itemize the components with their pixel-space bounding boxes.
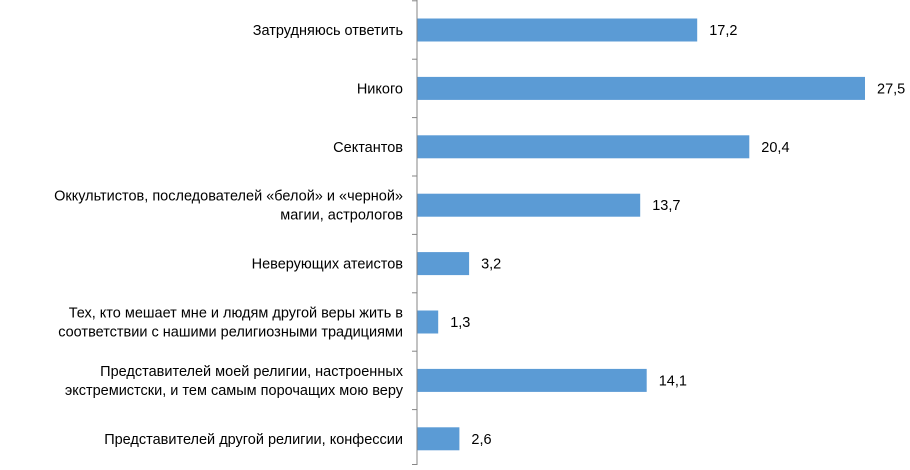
category-label: Затрудняюсь ответить: [253, 23, 403, 39]
category-label: Никого: [357, 81, 403, 97]
category-label-line: Тех, кто мешает мне и людям другой веры …: [69, 306, 404, 322]
category-label-line: Представителей другой религии, конфессии: [104, 432, 403, 448]
data-label: 27,5: [877, 81, 905, 97]
category-label: Представителей моей религии, настроенных…: [65, 364, 404, 399]
bar: [417, 368, 647, 392]
category-label: Тех, кто мешает мне и людям другой веры …: [58, 306, 403, 341]
data-label: 13,7: [652, 198, 680, 214]
data-label: 1,3: [450, 315, 470, 331]
bar: [417, 310, 439, 334]
bar: [417, 18, 698, 42]
category-label-line: экстремистски, и тем самым порочащих мою…: [65, 383, 404, 399]
category-label: Оккультистов, последователей «белой» и «…: [54, 189, 403, 224]
data-label: 3,2: [481, 257, 501, 273]
bar: [417, 427, 460, 451]
category-label-line: Неверующих атеистов: [252, 257, 404, 273]
category-label-line: соответствии с нашими религиозными тради…: [58, 325, 403, 341]
category-label-line: Оккультистов, последователей «белой» и «…: [54, 189, 403, 205]
data-label: 20,4: [761, 140, 789, 156]
category-label-line: Сектантов: [333, 140, 403, 156]
category-label-line: Затрудняюсь ответить: [253, 23, 403, 39]
category-label: Сектантов: [333, 140, 403, 156]
category-label: Представителей другой религии, конфессии: [104, 432, 403, 448]
data-label: 2,6: [471, 432, 491, 448]
category-label-line: Представителей моей религии, настроенных: [100, 364, 404, 380]
bar: [417, 193, 641, 217]
bar: [417, 135, 750, 159]
bar: [417, 252, 470, 276]
data-label: 17,2: [709, 23, 737, 39]
category-label-line: Никого: [357, 81, 403, 97]
category-label: Неверующих атеистов: [252, 257, 404, 273]
bar: [417, 76, 865, 100]
data-label: 14,1: [659, 373, 687, 389]
category-label-line: магии, астрологов: [280, 208, 403, 224]
